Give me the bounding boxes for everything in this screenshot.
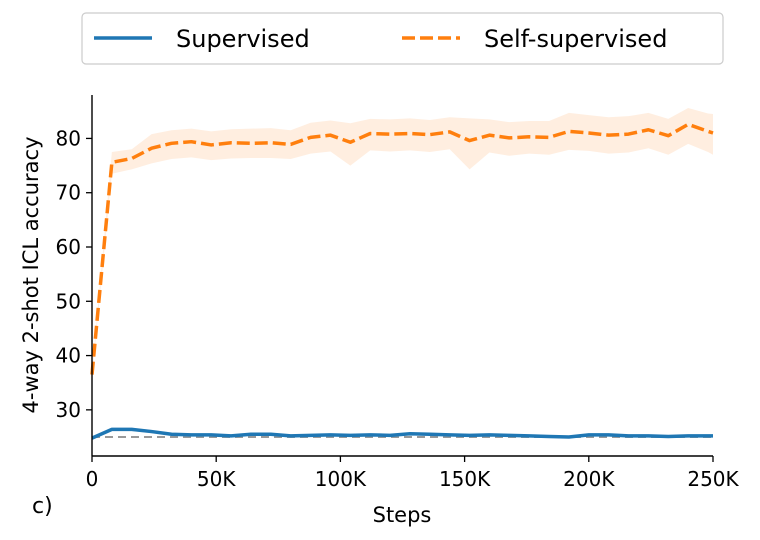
y-tick-label: 80 bbox=[56, 126, 81, 150]
x-tick-label: 0 bbox=[86, 467, 99, 491]
band-self-supervised bbox=[92, 108, 713, 378]
series-line-supervised bbox=[91, 427, 713, 440]
x-tick-label: 200K bbox=[563, 467, 615, 491]
y-tick-label: 60 bbox=[56, 235, 81, 259]
y-tick-label: 70 bbox=[56, 181, 81, 205]
legend: Supervised Self-supervised bbox=[81, 12, 724, 65]
series-line-self-supervised bbox=[90, 122, 714, 375]
y-tick-label: 50 bbox=[56, 289, 81, 313]
y-tick-label: 30 bbox=[56, 398, 81, 422]
panel-label: c) bbox=[32, 494, 53, 519]
x-tick-label: 50K bbox=[197, 467, 236, 491]
x-tick-label: 150K bbox=[439, 467, 491, 491]
x-axis-label: Steps bbox=[373, 503, 432, 527]
x-tick-label: 100K bbox=[315, 467, 367, 491]
y-tick-label: 40 bbox=[56, 344, 81, 368]
y-ticks: 30 40 50 60 70 80 bbox=[56, 126, 92, 422]
y-axis-label: 4-way 2-shot ICL accuracy bbox=[19, 136, 43, 413]
x-ticks: 0 50K 100K 150K 200K 250K bbox=[86, 456, 740, 491]
plot-area bbox=[90, 108, 714, 440]
legend-label-self-supervised: Self-supervised bbox=[484, 25, 667, 53]
legend-label-supervised: Supervised bbox=[176, 25, 310, 53]
x-tick-label: 250K bbox=[687, 467, 739, 491]
